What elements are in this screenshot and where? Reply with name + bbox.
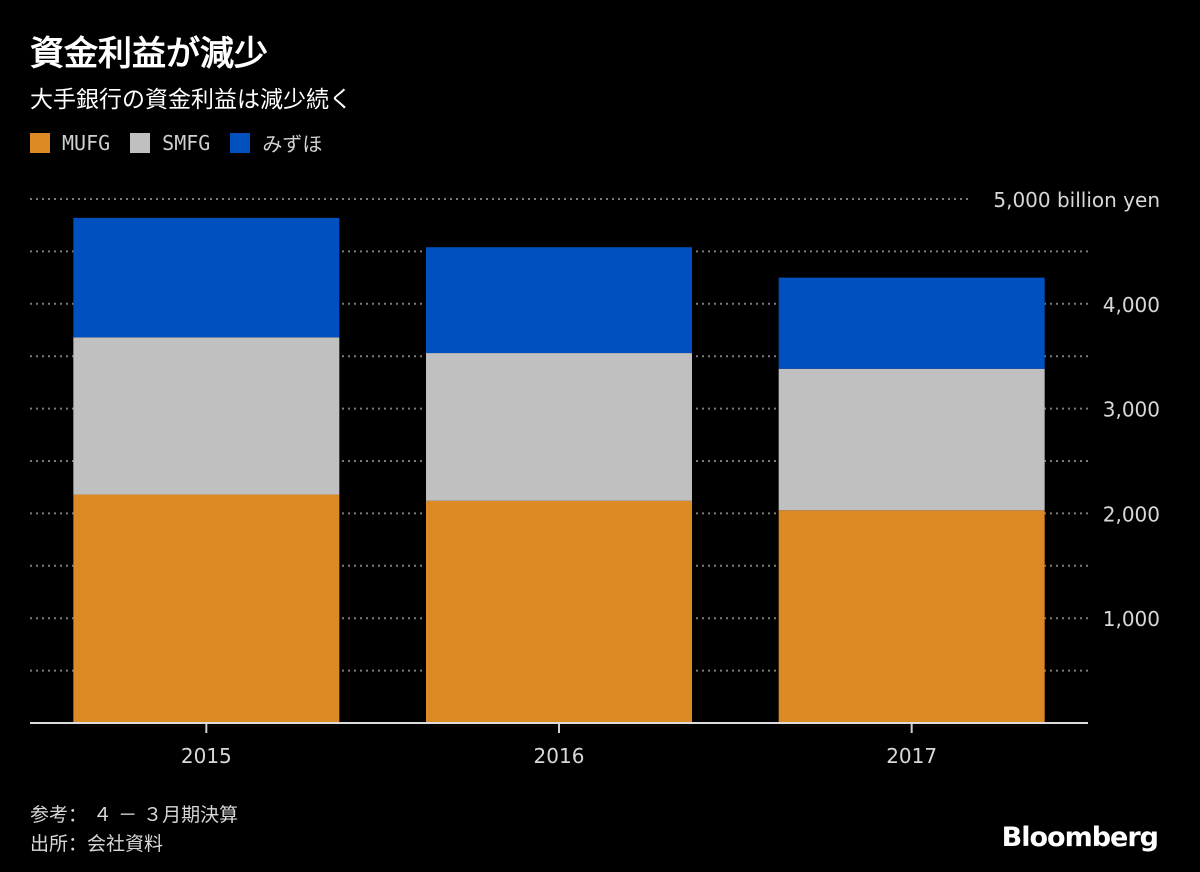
x-tick-label-2017: 2017 [886,744,937,768]
legend-item-smfg: SMFG [130,131,210,155]
legend-swatch-mizuho [230,132,251,153]
y-tick-label-0: 1,000 [1103,607,1160,631]
bar-layer [73,217,1045,723]
bloomberg-logo: Bloomberg [1001,822,1159,853]
chart-title: 資金利益が減少 [30,34,268,74]
legend-swatch-smfg [130,132,151,153]
bar-2015-SMFG [73,337,340,495]
legend-label-mufg: MUFG [62,130,111,155]
bar-2017-MUFG [778,510,1045,723]
axis-layer: 1,000 2,000 3,000 4,000 5,000 billion yen 201… [30,188,1160,768]
x-tick-label-2015: 2015 [181,744,232,768]
bar-2015-MUFG [73,494,340,723]
bar-2017-SMFG [778,368,1045,511]
bar-2016-MUFG [426,500,692,723]
y-tick-label-1: 2,000 [1103,502,1160,526]
y-tick-label-4: 5,000 billion yen [993,188,1160,212]
y-tick-label-3: 4,000 [1103,293,1160,317]
chart-subtitle: 大手銀行の資金利益は減少続く [30,87,352,113]
bar-2016-みずほ [426,247,692,354]
x-tick-label-2016: 2016 [534,744,585,768]
legend-label-mizuho: みずほ [262,132,323,156]
legend-swatch-mufg [30,132,50,153]
bar-2015-みずほ [73,217,340,338]
legend-item-mizuho: みずほ [230,128,322,157]
bar-2016-SMFG [426,353,692,501]
bar-2017-みずほ [778,277,1045,369]
y-tick-label-2: 3,000 [1103,398,1160,422]
legend: MUFG SMFG みずほ [30,128,342,157]
source-note: 出所：会社資料 [30,833,164,855]
legend-item-mufg: MUFG [30,131,110,155]
legend-label-smfg: SMFG [162,130,211,155]
footnote: 参考： ４ － ３月期決算 [30,804,239,826]
